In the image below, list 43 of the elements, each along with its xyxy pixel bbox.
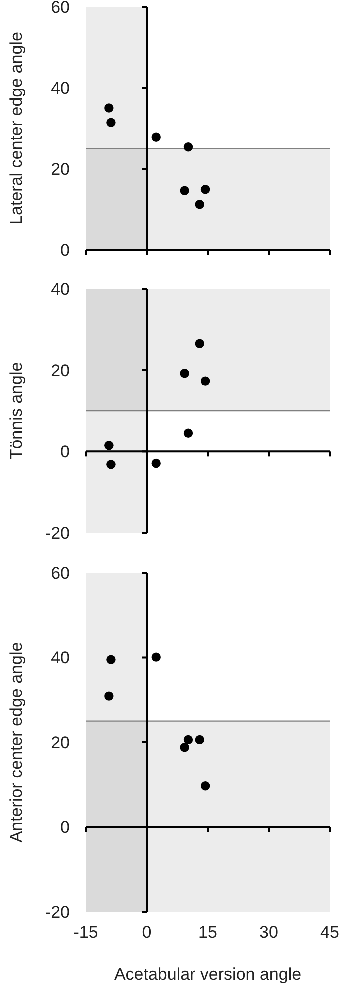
x-tick-label: 45 bbox=[320, 923, 340, 942]
point bbox=[184, 142, 194, 152]
y-tick-label: 40 bbox=[51, 78, 70, 98]
point bbox=[195, 735, 204, 745]
y-tick-label: 20 bbox=[51, 733, 70, 752]
point bbox=[200, 376, 210, 386]
point bbox=[195, 339, 204, 348]
y-tick-label: 60 bbox=[51, 564, 70, 583]
y-tick-label: 20 bbox=[51, 361, 70, 380]
x-tick-label: 30 bbox=[260, 923, 278, 942]
point bbox=[184, 735, 194, 745]
x-tick-label: 15 bbox=[198, 923, 218, 942]
y-tick-label: 0 bbox=[60, 240, 70, 260]
point bbox=[200, 185, 210, 194]
point bbox=[152, 458, 161, 468]
point bbox=[184, 428, 194, 438]
point bbox=[106, 118, 116, 128]
point bbox=[106, 655, 116, 664]
y-tick-label: 40 bbox=[51, 280, 70, 299]
y-axis-title: Lateral center edge angle bbox=[7, 32, 26, 225]
x-axis-title: Acetabular version angle bbox=[114, 965, 302, 984]
y-tick-label: 0 bbox=[60, 442, 70, 462]
point bbox=[104, 440, 114, 450]
y-axis-title: Tönnis angle bbox=[7, 362, 26, 460]
point bbox=[180, 368, 190, 378]
x-tick-label: 0 bbox=[142, 923, 152, 942]
point bbox=[180, 186, 190, 196]
point bbox=[106, 460, 116, 470]
y-tick-label: 40 bbox=[51, 648, 70, 668]
point bbox=[180, 742, 190, 752]
x-tick-label: -15 bbox=[74, 923, 98, 942]
point bbox=[195, 200, 204, 210]
point bbox=[104, 104, 114, 113]
y-tick-label: 20 bbox=[51, 160, 70, 179]
y-tick-label: -20 bbox=[45, 902, 70, 922]
y-tick-label: 60 bbox=[51, 0, 70, 17]
point bbox=[152, 652, 161, 662]
point bbox=[104, 692, 114, 701]
point bbox=[152, 132, 161, 142]
y-tick-label: 0 bbox=[60, 818, 70, 838]
y-tick-label: -20 bbox=[45, 524, 70, 543]
y-axis-title: Anterior center edge angle bbox=[7, 642, 26, 843]
point bbox=[200, 782, 210, 791]
